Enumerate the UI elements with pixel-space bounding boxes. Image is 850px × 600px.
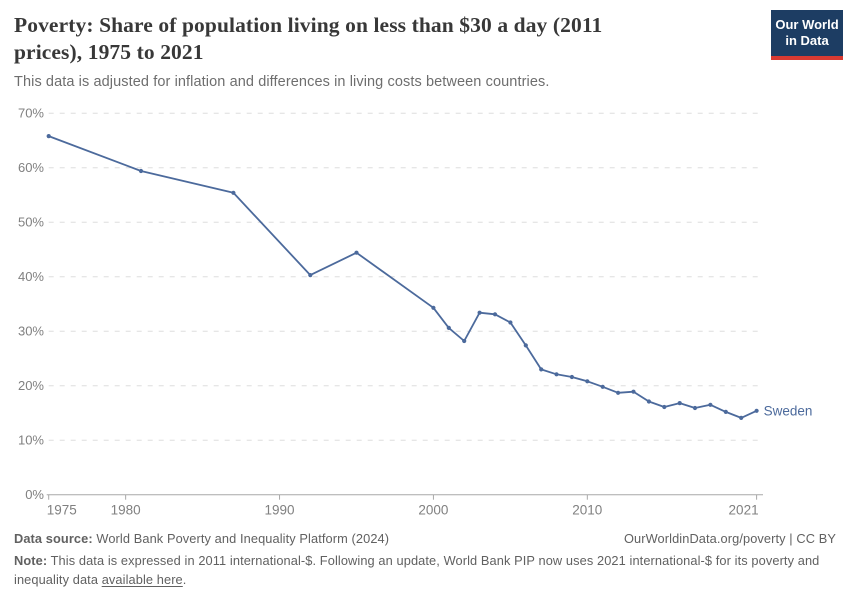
note-text: This data is expressed in 2011 internati… [14, 553, 820, 587]
data-point[interactable] [492, 312, 498, 317]
x-tick-label: 1990 [265, 503, 295, 518]
y-tick-label: 40% [18, 269, 44, 284]
data-point[interactable] [631, 389, 636, 394]
data-point[interactable] [600, 384, 605, 389]
y-tick-label: 70% [18, 106, 44, 121]
y-tick-label: 60% [18, 160, 44, 175]
x-tick-label: 2010 [572, 503, 602, 518]
data-point[interactable] [477, 310, 482, 315]
x-tick-label: 1975 [47, 503, 77, 518]
note-suffix: . [182, 571, 187, 587]
data-source-value: World Bank Poverty and Inequality Platfo… [92, 531, 390, 546]
y-tick-label: 10% [18, 433, 44, 448]
y-tick-label: 50% [18, 215, 44, 230]
x-tick-label: 2000 [418, 503, 448, 518]
data-point[interactable] [677, 401, 682, 406]
chart-header: Poverty: Share of population living on l… [14, 10, 843, 91]
data-source-line: Data source: World Bank Poverty and Ineq… [14, 531, 389, 546]
page-title: Poverty: Share of population living on l… [14, 13, 603, 65]
data-point[interactable] [739, 415, 744, 420]
data-point[interactable] [446, 325, 451, 330]
data-point[interactable] [708, 402, 713, 407]
attribution-text: OurWorldinData.org/poverty | CC BY [623, 531, 836, 546]
data-point[interactable] [569, 374, 575, 380]
x-tick-label: 1980 [111, 503, 141, 518]
y-tick-label: 0% [25, 487, 44, 502]
chart-footer: Data source: World Bank Poverty and Ineq… [14, 531, 836, 589]
page-subtitle: This data is adjusted for inflation and … [14, 74, 550, 91]
x-tick-label: 2021 [729, 503, 759, 518]
data-point[interactable] [523, 343, 528, 348]
chart-canvas: 0% 10% 20% 30% 40% 50% 60% 70% 1975 1980 1990 2000 2… [18, 106, 813, 518]
series-end-label[interactable]: Sweden [764, 403, 813, 418]
note-link[interactable]: available here [101, 571, 183, 587]
data-point[interactable] [46, 134, 51, 139]
note-line: Note: This data is expressed in 2011 int… [14, 552, 836, 589]
data-point[interactable] [754, 408, 759, 413]
data-point[interactable] [138, 168, 144, 174]
y-tick-label: 30% [18, 324, 44, 339]
data-point[interactable] [692, 405, 698, 411]
data-point[interactable] [723, 409, 728, 414]
y-tick-label: 20% [18, 378, 44, 393]
data-source-label: Data source: [14, 531, 93, 546]
data-point[interactable] [616, 390, 621, 395]
owid-logo[interactable]: Our World in Data [771, 10, 843, 60]
data-point[interactable] [231, 190, 236, 195]
data-point[interactable] [662, 404, 667, 410]
line-chart: 0% 10% 20% 30% 40% 50% 60% 70% 1975 1980 1990 2000 2… [18, 106, 813, 518]
data-point[interactable] [308, 273, 313, 278]
data-point[interactable] [554, 372, 559, 377]
note-label: Note: [14, 553, 48, 568]
data-point[interactable] [539, 367, 544, 372]
data-point[interactable] [354, 250, 359, 255]
data-point[interactable] [431, 305, 436, 310]
data-point[interactable] [646, 399, 652, 404]
data-point[interactable] [462, 338, 467, 344]
data-point[interactable] [508, 320, 513, 325]
data-point[interactable] [585, 379, 590, 384]
